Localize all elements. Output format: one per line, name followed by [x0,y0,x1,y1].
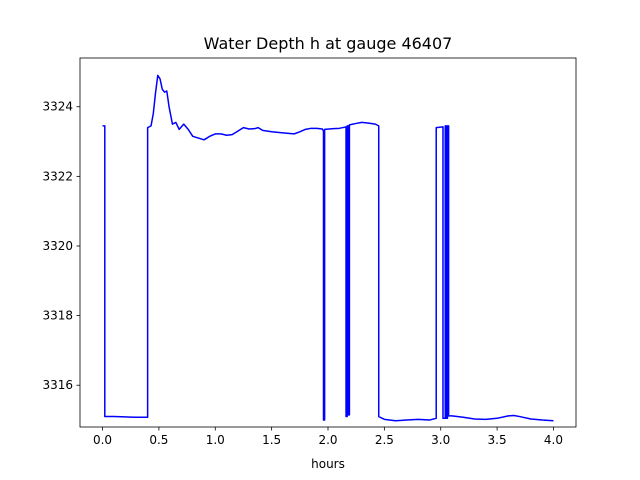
series-line [102,74,554,422]
x-tick-label: 4.0 [544,433,563,447]
y-tick-label: 3320 [42,239,73,253]
x-tick-label: 2.5 [375,433,394,447]
x-tick-label: 1.5 [262,433,281,447]
y-tick-label: 3318 [42,309,73,323]
plot-area [79,57,577,428]
x-tick-label: 3.0 [431,433,450,447]
x-axis: 0.0 0.5 1.0 1.5 2.0 2.5 3.0 3.5 4.0 [93,427,563,447]
x-tick-label: 1.0 [206,433,225,447]
y-tick-label: 3324 [42,100,73,114]
x-tick-label: 0.0 [93,433,112,447]
x-tick-label: 3.5 [488,433,507,447]
x-tick-label: 0.5 [149,433,168,447]
y-tick-label: 3316 [42,378,73,392]
y-axis: 3316 3318 3320 3322 3324 [42,100,80,392]
x-axis-label: hours [311,457,345,471]
chart-title: Water Depth h at gauge 46407 [204,34,453,53]
x-tick-label: 2.0 [318,433,337,447]
y-tick-label: 3322 [42,169,73,183]
plot-frame [79,57,577,428]
